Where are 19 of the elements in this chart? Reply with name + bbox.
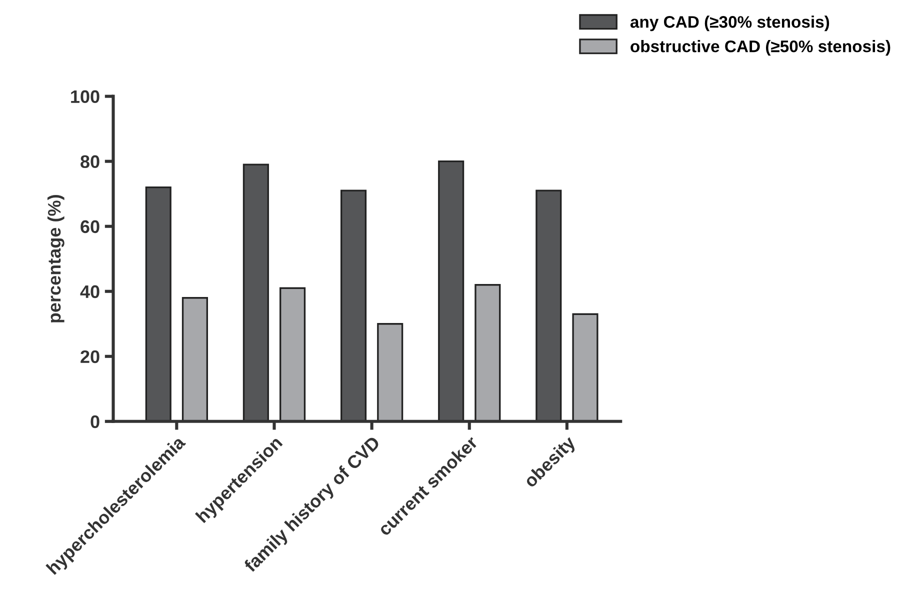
y-tick-label: 0 [90, 415, 100, 428]
bar [438, 160, 464, 422]
y-tick-label: 20 [80, 350, 100, 364]
y-tick-label: 100 [71, 90, 100, 104]
bar [280, 287, 306, 422]
y-tick-label: 60 [80, 220, 100, 234]
y-tick-label: 40 [80, 285, 100, 298]
legend-label: any CAD (≥30% stenosis) [630, 16, 830, 32]
y-tick-label: 80 [80, 155, 100, 168]
legend-label: obstructive CAD (≥50% stenosis) [630, 40, 890, 56]
bar [474, 284, 501, 422]
bar [340, 190, 367, 422]
bar [182, 297, 208, 422]
bar [536, 190, 562, 422]
y-axis-title: percentage (%) [47, 195, 64, 322]
bar [572, 313, 598, 422]
bar [242, 164, 269, 422]
bar [377, 323, 404, 422]
bar [145, 186, 172, 422]
